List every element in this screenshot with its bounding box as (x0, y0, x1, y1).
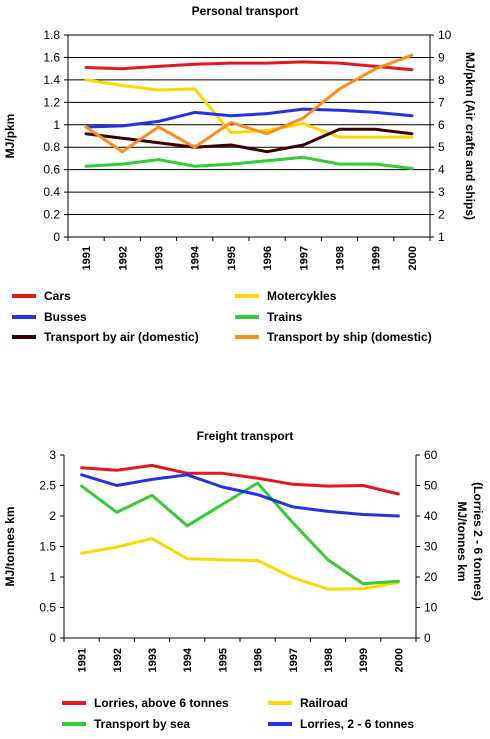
x-tick-label: 1998 (323, 648, 335, 672)
y-tick-label: 1.5 (39, 540, 56, 554)
legend-label: Lorries, 2 - 6 tonnes (300, 717, 414, 731)
x-tick-label: 1991 (77, 648, 89, 672)
y-tick-label: 1.6 (43, 50, 60, 64)
x-tick-label: 1992 (117, 246, 129, 270)
chart-title: Freight transport (197, 429, 294, 443)
x-tick-label: 1998 (335, 246, 347, 270)
series-line (84, 155, 414, 170)
y2-tick-label: 7 (438, 95, 445, 109)
y-tick-label: 1.8 (43, 28, 60, 42)
y2-tick-label: 9 (438, 50, 445, 64)
legend-label: Trains (267, 310, 303, 324)
y2-tick-label: 4 (438, 163, 445, 177)
x-tick-label: 1996 (262, 246, 274, 270)
x-tick-label: 2000 (407, 246, 419, 270)
y-tick-label: 0.8 (43, 140, 60, 154)
series-line (80, 481, 400, 586)
legend-label: Railroad (300, 696, 348, 710)
x-tick-label: 1995 (226, 246, 238, 270)
x-tick-label: 1997 (298, 246, 310, 270)
x-tick-label: 1993 (154, 246, 166, 270)
y-axis-label: MJ/tonnes km (3, 506, 17, 586)
y-tick-label: 1 (53, 118, 60, 132)
series-line (84, 78, 414, 139)
y-tick-label: 1.4 (43, 73, 60, 87)
y-tick-label: 2 (49, 509, 56, 523)
y2-tick-label: 40 (424, 509, 438, 523)
chart-title: Personal transport (192, 4, 299, 18)
personal-transport-chart: Personal transport 0 0.2 0.4 0.6 0.8 1 1.2 1.4 1.… (3, 4, 477, 344)
x-tick-label: 1991 (81, 246, 93, 270)
series-line (80, 537, 400, 591)
legend-label: Transport by ship (domestic) (267, 330, 432, 344)
x-tick-label: 1994 (190, 245, 202, 270)
y-tick-label: 0.5 (39, 601, 56, 615)
series-line (80, 463, 400, 496)
x-tick-label: 1992 (112, 648, 124, 672)
x-tick-label: 1999 (358, 648, 370, 672)
legend-label: Motercykles (267, 289, 337, 303)
y2-tick-label: 2 (438, 208, 445, 222)
y2-tick-label: 10 (438, 28, 452, 42)
y2-tick-label: 8 (438, 73, 445, 87)
y2-tick-label: 60 (424, 448, 438, 462)
series-line (84, 60, 414, 72)
y2-axis-label: (Lorries 2 - 6 tonnes) (471, 482, 485, 601)
y-tick-label: 3 (49, 448, 56, 462)
y2-tick-label: 50 (424, 479, 438, 493)
y2-tick-label: 0 (424, 631, 431, 645)
legend-label: Lorries, above 6 tonnes (94, 696, 229, 710)
x-tick-label: 1994 (182, 647, 194, 672)
y2-tick-label: 5 (438, 140, 445, 154)
y2-tick-label: 30 (424, 540, 438, 554)
series-line (84, 107, 414, 129)
x-tick-label: 1996 (253, 648, 265, 672)
y2-tick-label: 3 (438, 185, 445, 199)
y2-tick-label: 20 (424, 570, 438, 584)
y-tick-label: 0.2 (43, 208, 60, 222)
legend-label: Transport by sea (94, 717, 190, 731)
y2-axis-label: MJ/tonnes km (455, 501, 469, 581)
x-tick-label: 2000 (393, 648, 405, 672)
legend-label: Cars (44, 289, 71, 303)
y-axis-label: MJ/pkm (3, 114, 17, 159)
y2-tick-label: 6 (438, 118, 445, 132)
x-tick-label: 1997 (288, 648, 300, 672)
y-tick-label: 0 (49, 631, 56, 645)
y-tick-label: 1 (49, 570, 56, 584)
series-line (84, 53, 414, 154)
legend-label: Transport by air (domestic) (44, 330, 199, 344)
freight-transport-chart: Freight transport00.511.522.530102030405… (3, 429, 485, 731)
y2-tick-label: 1 (438, 230, 445, 244)
y-tick-label: 0.4 (43, 185, 60, 199)
y-tick-label: 1.2 (43, 95, 60, 109)
x-tick-label: 1999 (371, 246, 383, 270)
y-tick-label: 0.6 (43, 163, 60, 177)
y2-axis-label: MJ/pkm (Air crafts and ships) (463, 52, 477, 220)
legend-label: Busses (44, 310, 87, 324)
y-tick-label: 0 (53, 230, 60, 244)
y-tick-label: 2.5 (39, 479, 56, 493)
series-line (80, 473, 400, 518)
x-tick-label: 1993 (147, 648, 159, 672)
y2-tick-label: 10 (424, 601, 438, 615)
x-tick-label: 1995 (217, 648, 229, 672)
